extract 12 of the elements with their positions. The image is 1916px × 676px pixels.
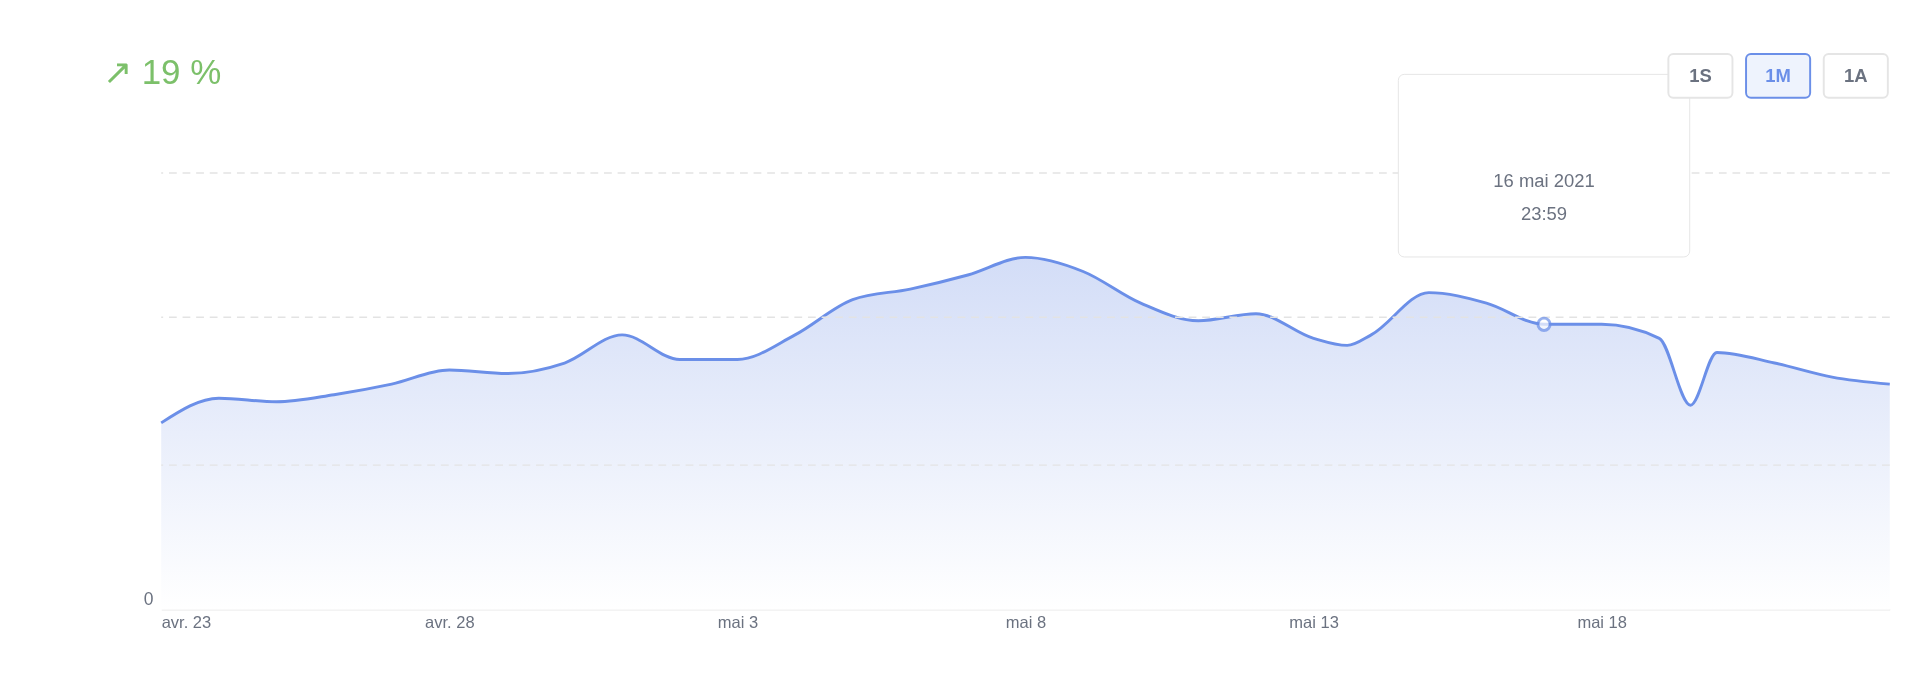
text: 0 <box>143 588 154 609</box>
chart-title: ↗ 19 % <box>102 52 222 92</box>
x-tick-label: avr. 23 <box>161 613 212 632</box>
x-tick-label: mai 18 <box>1577 613 1627 632</box>
text: 1A <box>1844 65 1868 87</box>
text: 16 mai 2021 23:59 <box>1493 170 1595 225</box>
text: 1M <box>1765 65 1791 87</box>
x-tick-label: mai 8 <box>1005 613 1047 632</box>
x-tick-label: avr. 28 <box>425 613 475 632</box>
x-tick-label: mai 3 <box>717 613 759 632</box>
x-tick-label: mai 13 <box>1289 613 1339 632</box>
text: 1S <box>1689 65 1712 87</box>
